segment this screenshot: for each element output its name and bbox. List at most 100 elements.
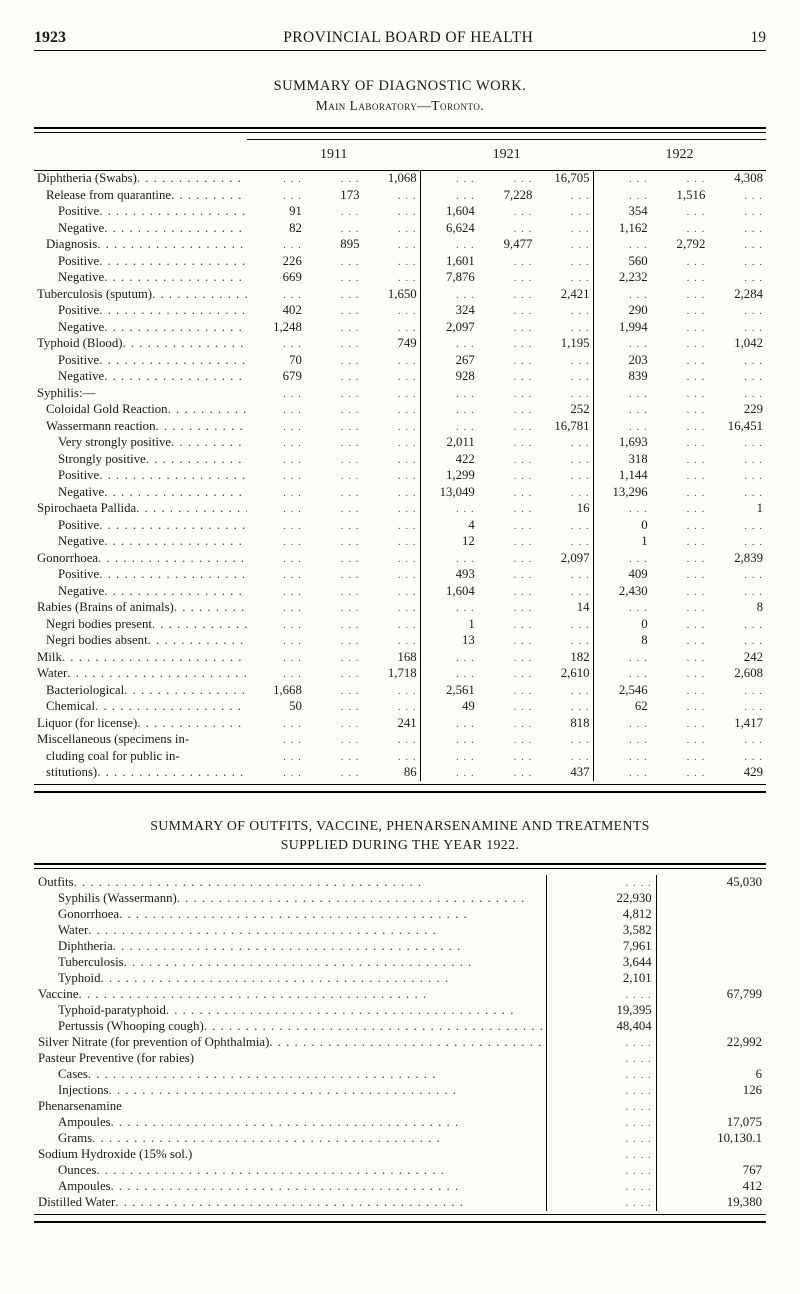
cell: . . . (247, 748, 305, 765)
cell: . . . (363, 204, 421, 221)
table-row: Cases. . . .6 (34, 1067, 766, 1083)
row-label: Negri bodies absent (34, 633, 247, 650)
cell: . . . (535, 303, 593, 320)
cell: . . . (420, 765, 478, 782)
cell: . . . (247, 237, 305, 254)
cell: . . . (247, 616, 305, 633)
cell: 1,604 (420, 204, 478, 221)
cell: . . . (305, 402, 363, 419)
cell: . . . (478, 319, 536, 336)
cell: . . . (420, 385, 478, 402)
cell: . . . (651, 336, 709, 353)
cell: 1,601 (420, 253, 478, 270)
cell (656, 1003, 766, 1019)
cell (656, 1099, 766, 1115)
cell: . . . (478, 649, 536, 666)
table-row: Tuberculosis (sputum). . .. . .1,650. . … (34, 286, 766, 303)
cell: 1,144 (593, 468, 651, 485)
cell: . . . (363, 501, 421, 518)
cell: 1,042 (708, 336, 766, 353)
row-label: Diagnosis (34, 237, 247, 254)
table-row: Positive70. . .. . .267. . .. . .203. . … (34, 352, 766, 369)
row-label: Positive (34, 204, 247, 221)
cell: . . . . (546, 1147, 656, 1163)
cell: 14 (535, 600, 593, 617)
col-1911: 1911 (247, 140, 420, 171)
cell: 2,097 (535, 550, 593, 567)
cell: . . . (708, 748, 766, 765)
cell: 493 (420, 567, 478, 584)
cell: . . . (363, 237, 421, 254)
cell: . . . (363, 435, 421, 452)
cell: . . . (593, 237, 651, 254)
cell: . . . (651, 501, 709, 518)
cell: . . . (535, 435, 593, 452)
cell: . . . (651, 699, 709, 716)
cell: . . . (708, 253, 766, 270)
table-row: Spirochaeta Pallida. . .. . .. . .. . ..… (34, 501, 766, 518)
cell: . . . (593, 385, 651, 402)
cell: . . . (535, 451, 593, 468)
cell: . . . (651, 402, 709, 419)
cell: . . . (420, 286, 478, 303)
cell: . . . . (546, 1099, 656, 1115)
cell: . . . (478, 748, 536, 765)
cell: . . . (420, 501, 478, 518)
cell: 19,395 (546, 1003, 656, 1019)
cell: 7,876 (420, 270, 478, 287)
cell (656, 955, 766, 971)
cell: . . . (420, 418, 478, 435)
table-row: Pasteur Preventive (for rabies). . . . (34, 1051, 766, 1067)
cell: . . . . (546, 875, 656, 891)
page-header: 1923 PROVINCIAL BOARD OF HEALTH 19 (34, 28, 766, 51)
cell: . . . (247, 517, 305, 534)
cell: . . . . (546, 1131, 656, 1147)
cell: . . . (478, 385, 536, 402)
cell: 2,610 (535, 666, 593, 683)
cell: 1 (708, 501, 766, 518)
cell: 62 (593, 699, 651, 716)
cell: 226 (247, 253, 305, 270)
table-row: Gonorrhoea4,812 (34, 907, 766, 923)
cell: 2,232 (593, 270, 651, 287)
cell: 767 (656, 1163, 766, 1179)
cell: . . . (247, 583, 305, 600)
cell: . . . (708, 567, 766, 584)
table-row: Pertussis (Whooping cough)48,404 (34, 1019, 766, 1035)
cell: . . . (420, 649, 478, 666)
row-label: Wassermann reaction (34, 418, 247, 435)
cell: . . . (363, 451, 421, 468)
cell: . . . (478, 204, 536, 221)
cell: . . . (363, 418, 421, 435)
cell: . . . (478, 303, 536, 320)
cell: . . . (478, 352, 536, 369)
table-row: Distilled Water. . . .19,380 (34, 1195, 766, 1211)
cell: . . . (651, 583, 709, 600)
cell: 0 (593, 517, 651, 534)
cell: 437 (535, 765, 593, 782)
table-row: Strongly positive. . .. . .. . .422. . .… (34, 451, 766, 468)
cell (656, 923, 766, 939)
cell: 91 (247, 204, 305, 221)
cell: . . . (305, 204, 363, 221)
row-label: Distilled Water (34, 1195, 546, 1211)
row-label: Diphtheria (34, 939, 546, 955)
cell: 13,049 (420, 484, 478, 501)
cell: 2,839 (708, 550, 766, 567)
table-row: Positive226. . .. . .1,601. . .. . .560.… (34, 253, 766, 270)
cell: . . . (305, 534, 363, 551)
cell: . . . (478, 550, 536, 567)
cell: . . . (305, 583, 363, 600)
row-label: Positive (34, 253, 247, 270)
cell: . . . (708, 451, 766, 468)
cell: . . . (305, 352, 363, 369)
row-label: Syphilis (Wassermann) (34, 891, 546, 907)
cell: . . . (305, 220, 363, 237)
cell: 16,451 (708, 418, 766, 435)
cell: . . . (535, 187, 593, 204)
cell: . . . (651, 649, 709, 666)
cell: 2,421 (535, 286, 593, 303)
table-row: Negri bodies present. . .. . .. . .1. . … (34, 616, 766, 633)
row-label: Typhoid-paratyphoid (34, 1003, 546, 1019)
cell: 50 (247, 699, 305, 716)
